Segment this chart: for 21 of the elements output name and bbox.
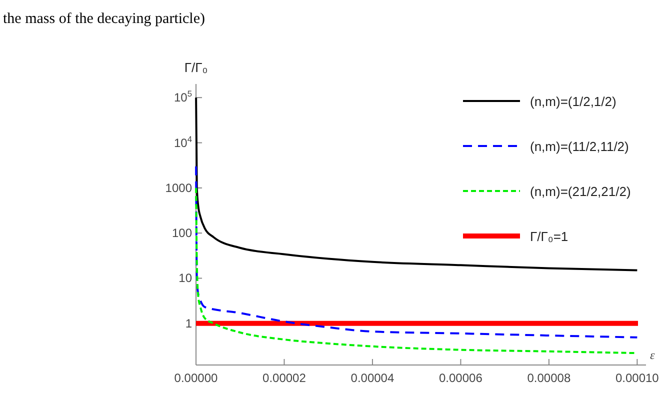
x-tick-label: 0.00008 bbox=[527, 371, 571, 385]
x-axis-title: ε bbox=[650, 348, 655, 362]
y-axis-title: Γ/Γ₀ bbox=[184, 60, 208, 75]
legend-label: (n,m)=(11/2,11/2) bbox=[530, 139, 629, 154]
x-tick-label: 0.00004 bbox=[350, 371, 394, 385]
y-tick-label: 100 bbox=[172, 226, 192, 240]
y-tick-label: 1 bbox=[185, 316, 192, 330]
x-tick-label: 0.00002 bbox=[262, 371, 306, 385]
x-tick-label: 0.00000 bbox=[174, 371, 218, 385]
line-series bbox=[195, 165, 638, 338]
legend-label: (n,m)=(21/2,21/2) bbox=[530, 184, 631, 199]
text: the mass of the decaying particle) bbox=[3, 11, 206, 27]
legend-label: Γ/Γ₀=1 bbox=[530, 229, 568, 244]
x-tick-label: 0.00010 bbox=[615, 371, 660, 385]
y-tick-label: 1000 bbox=[165, 180, 192, 195]
legend-label: (n,m)=(1/2,1/2) bbox=[530, 94, 616, 109]
y-tick-label: 10$^{5}$ bbox=[174, 88, 192, 105]
x-tick-label: 0.00006 bbox=[439, 371, 483, 385]
y-tick-label: 10$^{4}$ bbox=[174, 134, 192, 150]
line-series bbox=[195, 96, 638, 272]
y-tick-label: 10 bbox=[178, 271, 192, 286]
